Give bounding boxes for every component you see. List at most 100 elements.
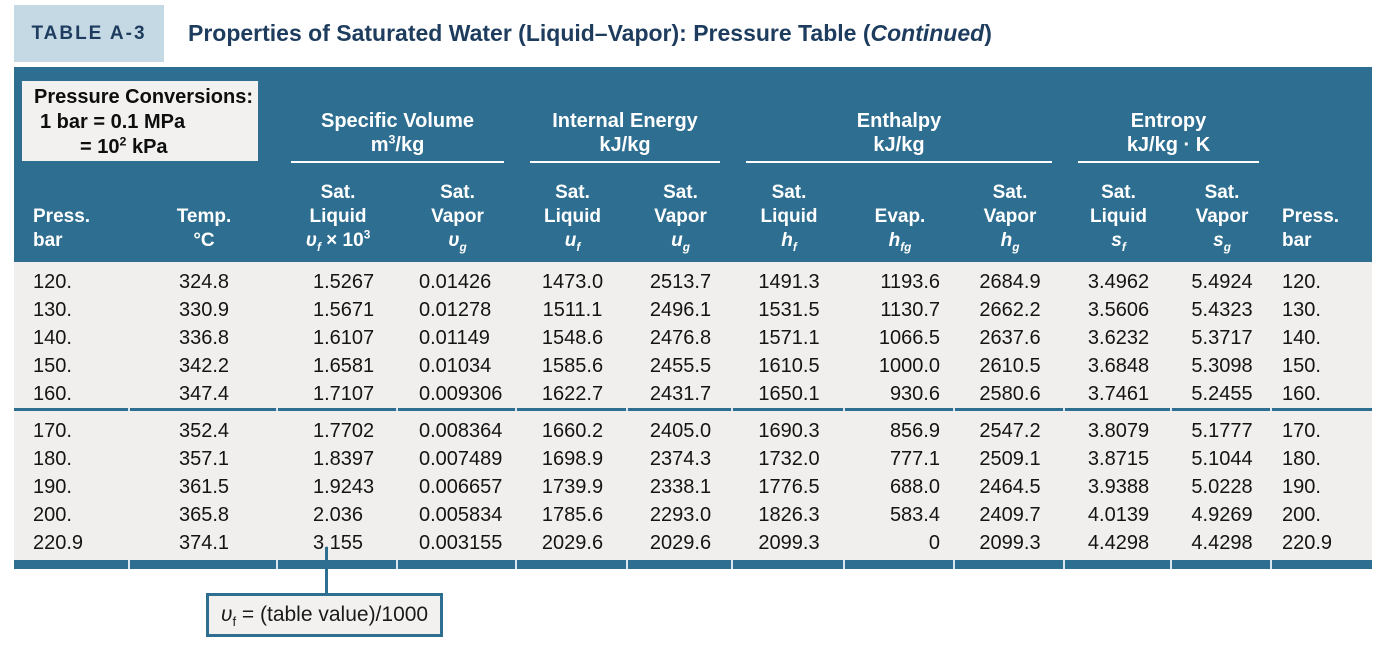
table-cell: 190. [1282, 475, 1321, 498]
table-cell: 1473.0 [541, 270, 604, 293]
table-row: 160. 347.4 1.7107 0.009306 1622.7 2431.7 1650.… [14, 380, 1372, 408]
table-row: 220.9 374.1 3.155 0.003155 2029.6 2029.6 2099.… [14, 529, 1372, 557]
vf-note-box: υf = (table value)/1000 [206, 593, 443, 637]
column-header-temp-c: Temp. °C [176, 206, 232, 251]
table-cell: 1826.3 [758, 503, 820, 526]
table-cell: 3.7461 [1087, 382, 1150, 405]
table-cell: 190. [33, 475, 72, 498]
rule-segment [1065, 408, 1172, 411]
table-cell: 1130.7 [880, 298, 940, 321]
table-cell: 5.1044 [1191, 447, 1253, 470]
rule-segment [955, 408, 1065, 411]
table-cell: 347.4 [178, 382, 230, 405]
table-cell: 1660.2 [541, 419, 604, 442]
column-header-press-bar-right: Press. bar [1282, 206, 1340, 251]
table-cell: 0.007489 [419, 447, 503, 470]
table-cell: 0.008364 [419, 419, 503, 442]
table-cell: 2029.6 [649, 531, 712, 554]
column-header-sat-vapor-hg: Sat. Vapor hg [983, 182, 1037, 254]
row-group-divider [14, 408, 1372, 411]
table-cell: 1690.3 [758, 419, 820, 442]
table-row: 150. 342.2 1.6581 0.01034 1585.6 2455.5 1610.5… [14, 352, 1372, 380]
table-cell: 0.003155 [419, 531, 503, 554]
table-cell: 2476.8 [649, 326, 712, 349]
table-row: 120. 324.8 1.5267 0.01426 1473.0 2513.7 1491.3… [14, 268, 1372, 296]
table-cell: 0.01278 [419, 298, 492, 321]
title-continued: Continued [870, 20, 985, 46]
rule-segment [1272, 560, 1372, 569]
table-cell: 1650.1 [758, 382, 820, 405]
rule-segment [1272, 408, 1372, 411]
column-header-sat-vapor-ug: Sat. Vapor ug [654, 182, 707, 254]
table-row: 130. 330.9 1.5671 0.01278 1511.1 2496.1 1531.5… [14, 296, 1372, 324]
table-cell: 2662.2 [979, 298, 1041, 321]
rule-segment [278, 560, 398, 569]
table-cell: 170. [1282, 419, 1321, 442]
page-title: Properties of Saturated Water (Liquid–Va… [188, 20, 992, 47]
table-cell: 1776.5 [758, 475, 820, 498]
table-cell: 1491.3 [758, 270, 820, 293]
table-cell: 2374.3 [649, 447, 712, 470]
table-cell: 200. [1282, 503, 1321, 526]
table-cell: 0.005834 [419, 503, 503, 526]
table-cell: 336.8 [178, 326, 230, 349]
table-cell: 1.8397 [313, 447, 375, 470]
table-cell: 3.8715 [1087, 447, 1150, 470]
column-header-sat-vapor-sg: Sat. Vapor sg [1195, 182, 1249, 254]
table-cell: 120. [1282, 270, 1321, 293]
table-cell: 2409.7 [979, 503, 1041, 526]
column-header-press-bar-left: Press. bar [33, 206, 91, 251]
table-cell: 2338.1 [649, 475, 712, 498]
table-cell: 2509.1 [979, 447, 1041, 470]
rule-segment [1172, 408, 1272, 411]
table-cell: 160. [33, 382, 72, 405]
table-cell: 5.3098 [1191, 354, 1253, 377]
table-cell: 0 [928, 531, 940, 554]
table-cell: 2029.6 [541, 531, 604, 554]
rule-segment [14, 408, 130, 411]
column-header-sat-vapor-vg: Sat. Vapor υg [431, 182, 484, 254]
table-cell: 1511.1 [542, 298, 603, 321]
rule-segment [733, 560, 845, 569]
table-cell: 324.8 [178, 270, 230, 293]
table-cell: 1.7107 [313, 382, 375, 405]
table-cell: 5.3717 [1191, 326, 1253, 349]
table-cell: 0.009306 [419, 382, 503, 405]
table-label: TABLE A-3 [14, 5, 164, 62]
title-suffix: ) [984, 20, 992, 46]
table-cell: 1066.5 [878, 326, 940, 349]
table-cell: 1531.5 [758, 298, 820, 321]
row-group-2: 170. 352.4 1.7702 0.008364 1660.2 2405.0 1690.… [14, 411, 1372, 560]
table-cell: 180. [33, 447, 72, 470]
table-cell: 2637.6 [979, 326, 1041, 349]
title-bar: TABLE A-3 Properties of Saturated Water … [0, 0, 1386, 62]
table-cell: 1698.9 [541, 447, 604, 470]
rule-segment [398, 408, 517, 411]
properties-table: Pressure Conversions: 1 bar = 0.1 MPa = … [14, 67, 1372, 569]
group-header-enthalpy: Enthalpy kJ/kg [746, 109, 1052, 163]
table-cell: 130. [1282, 298, 1321, 321]
rule-segment [278, 408, 398, 411]
group-header-specific-volume: Specific Volume m3/kg [291, 109, 504, 163]
table-cell: 200. [33, 503, 72, 526]
table-row: 140. 336.8 1.6107 0.01149 1548.6 2476.8 1571.1… [14, 324, 1372, 352]
rule-segment [845, 408, 955, 411]
table-cell: 365.8 [178, 503, 230, 526]
table-cell: 4.0139 [1087, 503, 1150, 526]
table-cell: 4.4298 [1087, 531, 1150, 554]
table-cell: 2513.7 [649, 270, 712, 293]
table-cell: 5.4924 [1191, 270, 1253, 293]
table-cell: 1548.6 [541, 326, 604, 349]
table-cell: 220.9 [33, 531, 84, 554]
rule-segment [955, 560, 1065, 569]
table-cell: 5.1777 [1191, 419, 1253, 442]
table-cell: 1732.0 [758, 447, 820, 470]
table-cell: 357.1 [178, 447, 230, 470]
table-cell: 4.9269 [1191, 503, 1253, 526]
column-header-evap-hfg: Evap. hfg [874, 206, 926, 254]
table-cell: 1193.6 [880, 270, 940, 293]
table-cell: 5.2455 [1191, 382, 1253, 405]
table-cell: 180. [1282, 447, 1321, 470]
table-cell: 930.6 [889, 382, 940, 405]
